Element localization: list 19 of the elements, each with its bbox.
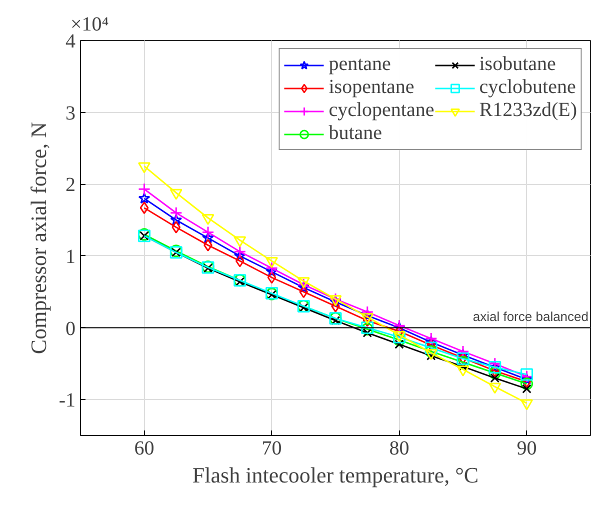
x-tick-label: 90 — [516, 438, 537, 460]
legend-label: cyclopentane — [328, 99, 434, 122]
y-tick-label: 3 — [66, 102, 76, 124]
y-tick-label: -1 — [58, 390, 76, 412]
legend-label: isopentane — [328, 76, 414, 99]
y-tick-label: 1 — [66, 246, 76, 268]
ref-line-label: axial force balanced — [472, 308, 589, 324]
x-tick-label: 60 — [134, 438, 154, 460]
legend-label: butane — [328, 122, 382, 145]
legend-label: pentane — [328, 53, 391, 76]
legend-label: cyclobutene — [479, 76, 576, 99]
x-axis-title: Flash intecooler temperature, °C — [192, 462, 479, 488]
y-tick-label: 0 — [66, 318, 76, 340]
x-tick-label: 80 — [389, 438, 410, 460]
x-tick-label: 70 — [262, 438, 282, 460]
legend-label: R1233zd(E) — [479, 99, 577, 122]
y-axis-title: Compressor axial force, N — [26, 122, 51, 354]
legend-label: isobutane — [479, 53, 556, 76]
y-tick-label: 2 — [66, 174, 76, 196]
